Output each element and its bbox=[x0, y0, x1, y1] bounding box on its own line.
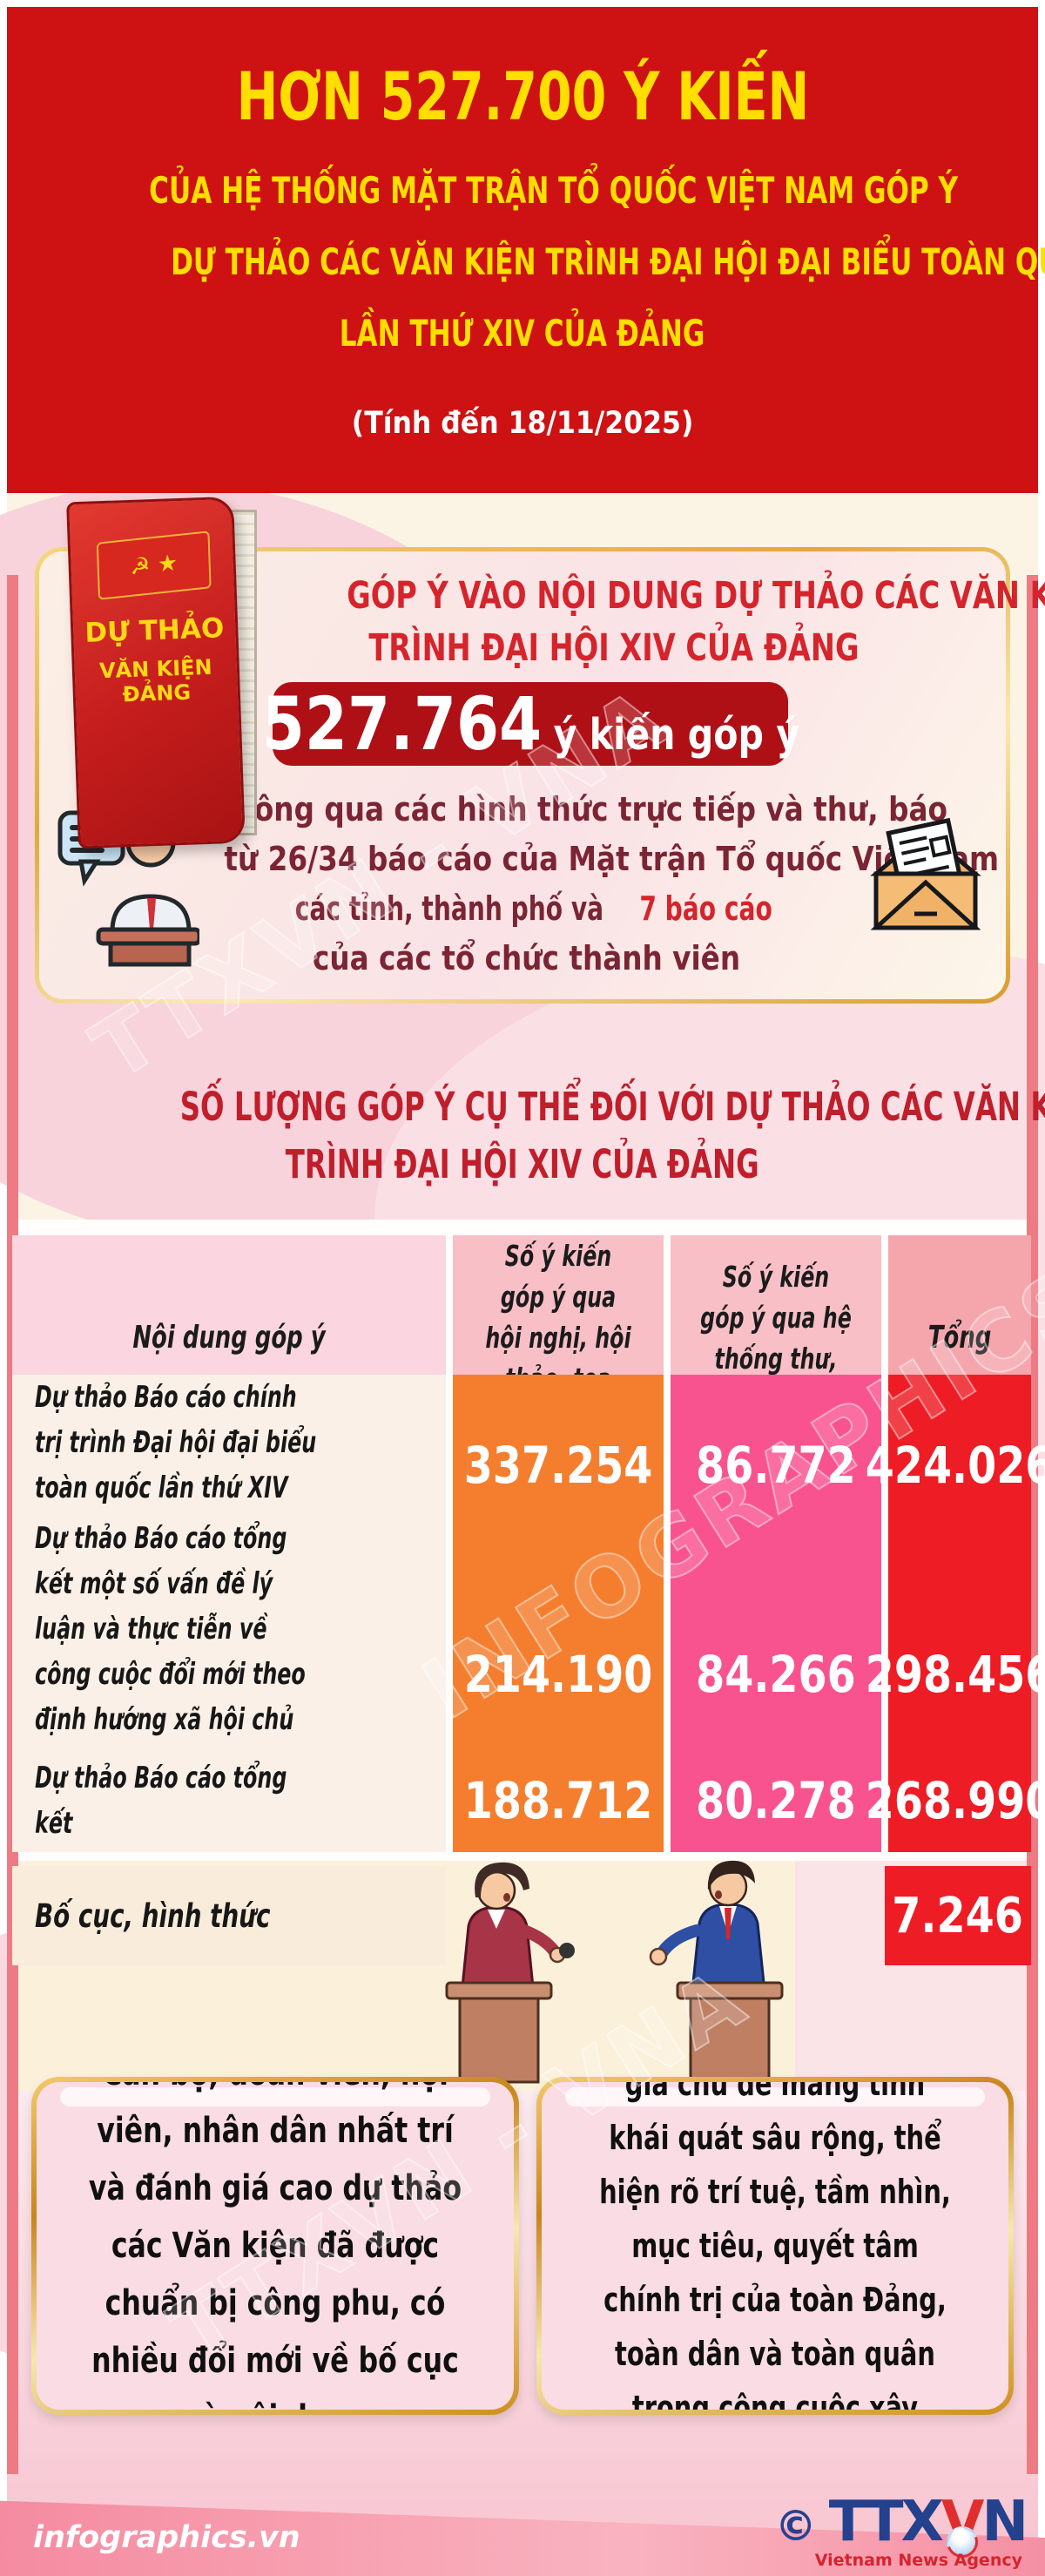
book-title-line2: VĂN KIỆN ĐẢNG bbox=[98, 654, 213, 707]
row-label: Dự thảo Báo cáo tổng kết bbox=[12, 1749, 446, 1852]
mail-newspaper-icon bbox=[870, 817, 981, 930]
book-cover: ☭ ★ DỰ THẢO VĂN KIỆN ĐẢNG bbox=[66, 496, 246, 849]
total-opinions-number: 527.764 bbox=[261, 681, 542, 767]
flag-icon: ☭ ★ bbox=[96, 531, 212, 600]
section1-title-line2: TRÌNH ĐẠI HỘI XIV CỦA ĐẢNG bbox=[368, 626, 860, 670]
main-title-line2: CỦA HỆ THỐNG MẶT TRẬN TỔ QUỐC VIỆT NAM G… bbox=[149, 169, 959, 212]
quote-box-right: Các ý kiến nhất trí, đánh giá chủ đề man… bbox=[536, 2077, 1014, 2415]
highlight-7-reports: 7 báo cáo bbox=[639, 889, 773, 928]
summary-panel: ☭ ★ DỰ THẢO VĂN KIỆN ĐẢNG GÓP Ý VÀO NỘI … bbox=[35, 496, 1045, 1004]
main-title: HƠN 527.700 Ý KIẾN bbox=[236, 57, 809, 135]
summary-panel-inner: ☭ ★ DỰ THẢO VĂN KIỆN ĐẢNG GÓP Ý VÀO NỘI … bbox=[39, 496, 1045, 999]
table-row: Dự thảo Báo cáo chính trị trình Đại hội … bbox=[12, 1375, 1045, 1556]
section1-description: thông qua các hình thức trực tiếp và thư… bbox=[219, 790, 1000, 977]
table-header-row: Nội dung góp ý Số ý kiến góp ý qua hội n… bbox=[12, 1235, 1031, 1440]
website-credit: infographics.vn bbox=[33, 2520, 300, 2555]
quote-box-left: Cán bộ, đoàn viên, hội viên, nhân dân nh… bbox=[31, 2077, 519, 2415]
meetings-value: 188.712 bbox=[453, 1749, 664, 1852]
section1-title-line1: GÓP Ý VÀO NỘI DUNG DỰ THẢO CÁC VĂN KIỆN bbox=[347, 574, 1045, 618]
table-row: Dự thảo Báo cáo tổng kết một số vấn đề l… bbox=[12, 1516, 1045, 1833]
book-title-line1: DỰ THẢO bbox=[84, 612, 225, 649]
total-opinions-label: ý kiến góp ý bbox=[553, 710, 799, 760]
letters-value: 80.278 bbox=[671, 1749, 881, 1852]
total-opinions-badge: 527.764 ý kiến góp ý bbox=[261, 681, 799, 767]
two-speakers-illustration bbox=[445, 1860, 784, 2084]
ttxvn-logo: © TTX V N bbox=[774, 2490, 1028, 2563]
decor-right-strip bbox=[1027, 575, 1038, 2474]
header-banner: HƠN 527.700 Ý KIẾN CỦA HỆ THỐNG MẶT TRẬN… bbox=[7, 7, 1045, 493]
main-title-line3: DỰ THẢO CÁC VĂN KIỆN TRÌNH ĐẠI HỘI ĐẠI B… bbox=[171, 240, 1045, 283]
table-section-title: SỐ LƯỢNG GÓP Ý CỤ THỂ ĐỐI VỚI DỰ THẢO CÁ… bbox=[179, 1084, 1045, 1187]
logo-subtitle: Vietnam News Agency bbox=[814, 2551, 1022, 2570]
main-title-line4: LẦN THỨ XIV CỦA ĐẢNG bbox=[340, 312, 705, 355]
total-value: 268.990 bbox=[866, 1749, 1045, 1852]
date-note: (Tính đến 18/11/2025) bbox=[351, 406, 694, 441]
row-label-layout-format: Bố cục, hình thức bbox=[12, 1866, 446, 1965]
layout-format-total: 7.246 bbox=[885, 1866, 1031, 1965]
table-row: Dự thảo Báo cáo tổng kết 188.712 80.278 … bbox=[12, 1749, 1045, 1852]
party-document-book-icon: ☭ ★ DỰ THẢO VĂN KIỆN ĐẢNG bbox=[66, 496, 264, 855]
copyright-icon: © bbox=[774, 2502, 817, 2551]
